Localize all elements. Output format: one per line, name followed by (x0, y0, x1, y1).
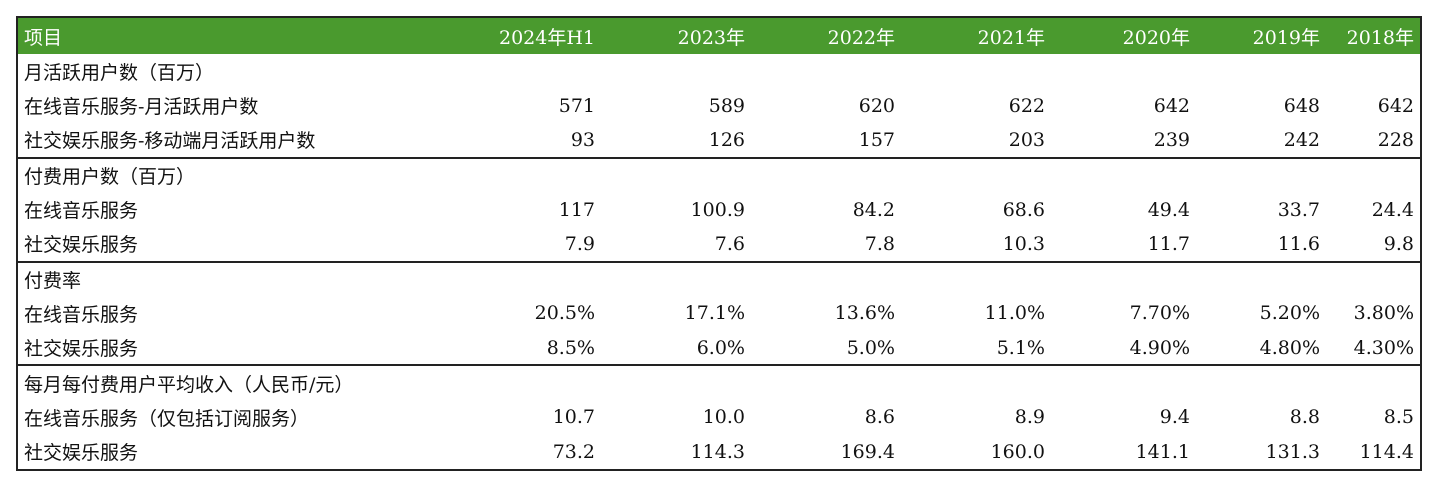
cell-value: 10.3 (1002, 232, 1045, 255)
cell-value: 169.4 (840, 440, 895, 463)
cell-value: 8.5% (546, 336, 595, 359)
cell-value: 68.6 (1002, 198, 1045, 221)
group-title-row: 付费率 (18, 260, 1420, 297)
table-row: 在线音乐服务 117 100.9 84.2 68.6 49.4 33.7 24.… (18, 192, 1420, 227)
cell-value: 9.8 (1383, 232, 1414, 255)
cell-value: 114.4 (1359, 440, 1414, 463)
cell-value: 10.7 (552, 406, 595, 429)
header-cell-2021: 2021年 (977, 26, 1045, 49)
cell-value: 157 (858, 128, 895, 151)
metrics-table: 项目 2024年H1 2023年 2022年 2021年 2020年 2019年… (18, 18, 1420, 469)
header-cell-2022: 2022年 (827, 26, 895, 49)
cell-value: 4.90% (1129, 336, 1190, 359)
header-cell-2020: 2020年 (1122, 26, 1190, 49)
data-table-container: 项目 2024年H1 2023年 2022年 2021年 2020年 2019年… (16, 16, 1422, 472)
cell-value: 131.3 (1265, 440, 1320, 463)
cell-value: 93 (570, 128, 595, 151)
cell-value: 642 (1377, 94, 1414, 117)
cell-value: 8.8 (1289, 406, 1320, 429)
cell-value: 11.6 (1277, 232, 1320, 255)
cell-value: 620 (858, 94, 895, 117)
group-title-row: 月活跃用户数（百万） (18, 54, 1420, 89)
cell-value: 8.5 (1383, 406, 1414, 429)
cell-value: 141.1 (1135, 440, 1190, 463)
cell-value: 100.9 (690, 198, 745, 221)
table-row: 社交娱乐服务-移动端月活跃用户数 93 126 157 203 239 242 … (18, 123, 1420, 158)
cell-value: 242 (1283, 128, 1320, 151)
table-row: 社交娱乐服务 8.5% 6.0% 5.0% 5.1% 4.90% 4.80% 4… (18, 331, 1420, 366)
cell-value: 160.0 (990, 440, 1045, 463)
cell-value: 228 (1377, 128, 1414, 151)
header-row: 项目 2024年H1 2023年 2022年 2021年 2020年 2019年… (18, 18, 1420, 54)
row-label: 在线音乐服务（仅包括订阅服务） (24, 407, 310, 430)
cell-value: 20.5% (534, 302, 595, 325)
header-cell-2019: 2019年 (1252, 26, 1320, 49)
table-row: 在线音乐服务-月活跃用户数 571 589 620 622 642 648 64… (18, 89, 1420, 124)
group-title-mau: 月活跃用户数（百万） (24, 61, 215, 84)
cell-value: 117 (558, 198, 595, 221)
cell-value: 84.2 (852, 198, 895, 221)
cell-value: 8.6 (864, 406, 895, 429)
group-title-paying-users: 付费用户数（百万） (18, 156, 441, 193)
cell-value: 4.80% (1259, 336, 1320, 359)
group-title-pay-rate: 付费率 (18, 260, 441, 297)
group-title-arppu: 每月每付费用户平均收入（人民币/元） (18, 364, 441, 400)
row-label: 在线音乐服务 (24, 303, 139, 326)
table-row: 在线音乐服务（仅包括订阅服务） 10.7 10.0 8.6 8.9 9.4 8.… (18, 400, 1420, 435)
cell-value: 4.30% (1353, 336, 1414, 359)
cell-value: 5.1% (996, 336, 1045, 359)
cell-value: 7.8 (864, 232, 895, 255)
cell-value: 7.70% (1129, 302, 1190, 325)
cell-value: 49.4 (1147, 198, 1190, 221)
cell-value: 6.0% (696, 336, 745, 359)
cell-value: 7.6 (714, 232, 745, 255)
cell-value: 622 (1008, 94, 1045, 117)
cell-value: 9.4 (1159, 406, 1190, 429)
cell-value: 17.1% (684, 302, 745, 325)
table-row: 社交娱乐服务 73.2 114.3 169.4 160.0 141.1 131.… (18, 435, 1420, 470)
cell-value: 33.7 (1277, 198, 1320, 221)
cell-value: 114.3 (690, 440, 745, 463)
row-label: 社交娱乐服务 (24, 338, 139, 361)
cell-value: 5.0% (846, 336, 895, 359)
cell-value: 589 (708, 94, 745, 117)
group-title-row: 付费用户数（百万） (18, 156, 1420, 193)
table-row: 在线音乐服务 20.5% 17.1% 13.6% 11.0% 7.70% 5.2… (18, 296, 1420, 331)
cell-value: 3.80% (1353, 302, 1414, 325)
header-cell-2023: 2023年 (677, 26, 745, 49)
row-label: 在线音乐服务 (24, 200, 139, 223)
header-cell-item: 项目 (24, 26, 63, 49)
row-label: 在线音乐服务-月活跃用户数 (24, 96, 259, 119)
table-row: 社交娱乐服务 7.9 7.6 7.8 10.3 11.7 11.6 9.8 (18, 227, 1420, 262)
cell-value: 11.7 (1147, 232, 1190, 255)
cell-value: 648 (1283, 94, 1320, 117)
cell-value: 126 (708, 128, 745, 151)
header-cell-2024h1: 2024年H1 (498, 26, 595, 49)
cell-value: 203 (1008, 128, 1045, 151)
cell-value: 24.4 (1371, 198, 1414, 221)
cell-value: 571 (558, 94, 595, 117)
cell-value: 7.9 (564, 232, 595, 255)
group-title-row: 每月每付费用户平均收入（人民币/元） (18, 364, 1420, 400)
row-label: 社交娱乐服务-移动端月活跃用户数 (24, 130, 316, 153)
cell-value: 11.0% (984, 302, 1045, 325)
row-label: 社交娱乐服务 (24, 234, 139, 257)
cell-value: 8.9 (1014, 406, 1045, 429)
row-label: 社交娱乐服务 (24, 442, 139, 465)
cell-value: 5.20% (1259, 302, 1320, 325)
header-cell-2018: 2018年 (1346, 26, 1414, 49)
cell-value: 13.6% (834, 302, 895, 325)
cell-value: 642 (1153, 94, 1190, 117)
cell-value: 10.0 (702, 406, 745, 429)
cell-value: 73.2 (552, 440, 595, 463)
cell-value: 239 (1153, 128, 1190, 151)
